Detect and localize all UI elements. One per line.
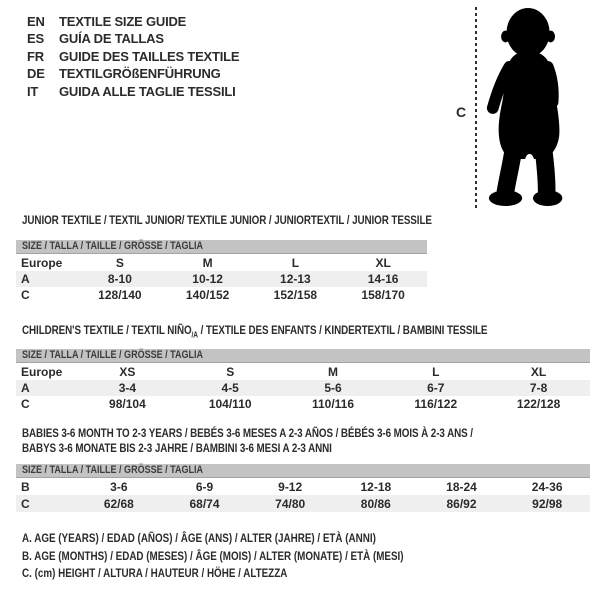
age-cell: 5-6 [324,381,342,395]
row-label: Europe [21,364,63,379]
age-cell: 12-18 [360,479,392,494]
height-cell: 86/92 [446,496,477,511]
row-label: Europe [21,255,63,270]
row-label: A [21,272,30,286]
height-measure-label: C [455,104,467,120]
row-label: A [21,381,30,395]
height-cell: 92/98 [532,496,563,511]
table-row: C 62/68 68/74 74/80 80/86 86/92 92/98 [16,495,590,512]
size-cell: XL [530,364,547,379]
table-row: Europe S M L XL [16,254,427,271]
footnotes: A. AGE (YEARS) / EDAD (AÑOS) / ÂGE (ANS)… [22,530,487,583]
lang-code: ES [27,31,44,47]
lang-row-fr: FR GUIDE DES TAILLES TEXTILE [27,48,240,65]
age-cell: 6-9 [195,479,214,494]
lang-code: IT [27,83,39,99]
height-cell: 62/68 [103,496,134,511]
size-header-bar: SIZE / TALLA / TAILLE / GRÖSSE / TAGLIA [16,240,427,254]
row-label: B [21,479,30,494]
table-row: A 8-10 10-12 12-13 14-16 [16,271,427,287]
height-cell: 140/152 [185,288,230,302]
age-cell: 7-8 [529,381,548,395]
size-header-bar: SIZE / TALLA / TAILLE / GRÖSSE / TAGLIA [16,349,590,363]
height-cell: 128/140 [98,288,142,302]
table-row: C 98/104 104/110 110/116 116/122 122/128 [16,396,590,412]
guide-title: GUÍA DE TALLAS [59,31,164,47]
size-cell: L [432,364,440,379]
guide-title: GUIDA ALLE TAGLIE TESSILI [59,83,236,99]
row-label: C [21,496,30,511]
age-cell: 18-24 [446,479,477,494]
table-row: Europe XS S M L XL [16,363,590,380]
size-cell: M [327,364,338,379]
height-cell: 104/110 [208,397,252,411]
height-cell: 74/80 [275,496,306,511]
table-row: C 128/140 140/152 152/158 158/170 [16,287,427,303]
guide-title: GUIDE DES TAILLES TEXTILE [59,48,240,64]
junior-size-table: SIZE / TALLA / TAILLE / GRÖSSE / TAGLIA … [16,240,427,303]
baby-silhouette-icon [486,8,563,207]
age-cell: 4-5 [221,381,239,395]
table-row: A 3-4 4-5 5-6 6-7 7-8 [16,380,590,396]
age-cell: 3-6 [110,479,128,494]
junior-table-title: JUNIOR TEXTILE / TEXTIL JUNIOR/ TEXTILE … [22,213,432,227]
age-cell: 9-12 [278,479,303,494]
age-cell: 14-16 [367,272,399,286]
children-size-table: SIZE / TALLA / TAILLE / GRÖSSE / TAGLIA … [16,349,590,412]
height-cell: 68/74 [189,496,220,511]
footnote-b: B. AGE (MONTHS) / EDAD (MESES) / ÂGE (MO… [22,548,404,563]
age-cell: 6-7 [427,381,445,395]
size-cell: L [291,255,300,270]
row-label: C [21,288,30,302]
footnote-a: A. AGE (YEARS) / EDAD (AÑOS) / ÂGE (ANS)… [22,531,376,545]
lang-row-de: DE TEXTILGRÖßENFÜHRUNG [27,65,239,82]
age-cell: 8-10 [107,272,132,286]
lang-row-en: EN TEXTILE SIZE GUIDE [27,13,239,30]
babies-size-table: SIZE / TALLA / TAILLE / GRÖSSE / TAGLIA … [16,464,590,512]
lang-code: DE [27,66,45,82]
table-row: B 3-6 6-9 9-12 12-18 18-24 24-36 [16,478,590,495]
height-dashed-line [475,7,477,211]
age-cell: 24-36 [531,479,563,494]
language-title-list: EN TEXTILE SIZE GUIDE ES GUÍA DE TALLAS … [27,13,240,100]
height-cell: 110/116 [311,397,355,411]
size-header-bar: SIZE / TALLA / TAILLE / GRÖSSE / TAGLIA [16,464,590,478]
babies-table-title: BABIES 3-6 MONTH TO 2-3 YEARS / BEBÉS 3-… [22,426,473,455]
height-cell: 80/86 [360,496,391,511]
lang-row-es: ES GUÍA DE TALLAS [27,30,239,47]
size-cell: XL [375,255,391,270]
height-cell: 152/158 [273,288,318,302]
guide-title: TEXTILE SIZE GUIDE [59,14,187,29]
guide-title: TEXTILGRÖßENFÜHRUNG [59,66,221,82]
height-cell: 116/122 [414,397,458,411]
lang-row-it: IT GUIDA ALLE TAGLIE TESSILI [27,83,239,100]
lang-code: EN [27,14,45,29]
height-cell: 158/170 [361,288,405,302]
footnote-c: C. (cm) HEIGHT / ALTURA / HAUTEUR / HÖHE… [22,566,288,580]
height-cell: 122/128 [516,397,561,411]
age-cell: 10-12 [192,272,223,286]
age-cell: 3-4 [118,381,137,395]
size-cell: S [226,364,235,379]
children-table-title: CHILDREN'S TEXTILE / TEXTIL NIÑO/A / TEX… [22,323,488,340]
size-cell: S [115,255,124,270]
lang-code: FR [27,48,44,64]
row-label: C [21,397,30,411]
age-cell: 12-13 [280,272,311,286]
size-cell: XS [119,364,136,379]
size-cell: M [202,255,213,270]
height-cell: 98/104 [109,397,146,411]
